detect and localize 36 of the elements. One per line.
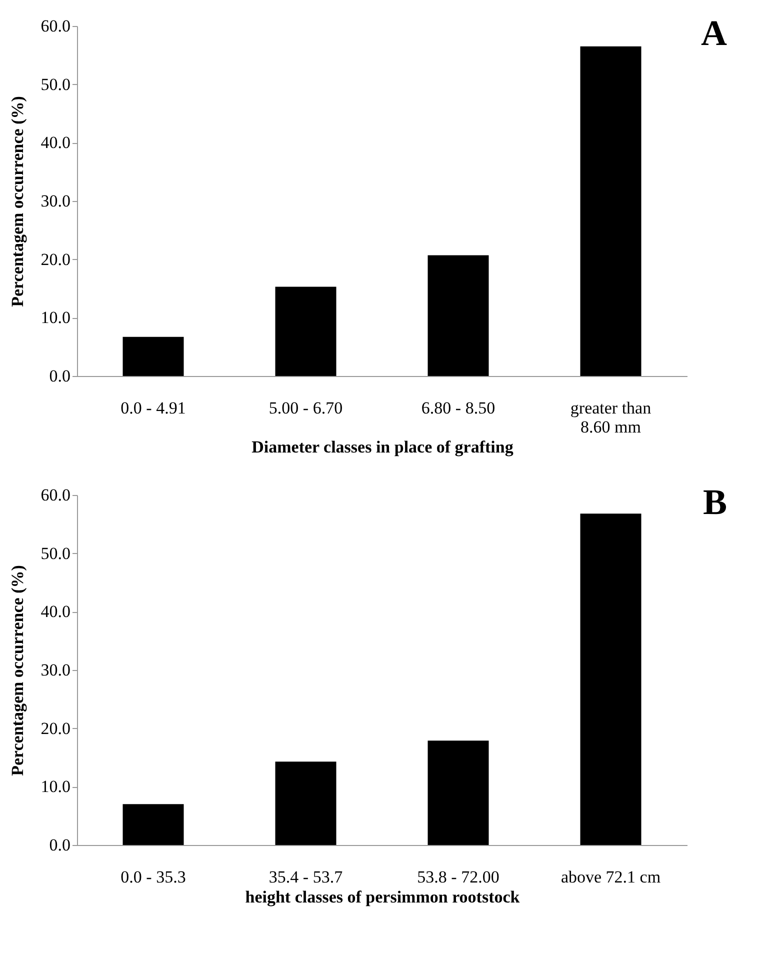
y-tick-label: 50.0 bbox=[40, 544, 70, 563]
y-tick-label: 30.0 bbox=[40, 192, 70, 210]
x-tick-label: 35.4 - 53.7 bbox=[268, 868, 344, 886]
y-tick-label: 0.0 bbox=[49, 836, 70, 854]
x-tick-label: 0.0 - 4.91 bbox=[120, 398, 186, 418]
y-tick-label: 0.0 bbox=[49, 366, 70, 386]
x-tick-label: above 72.1 cm bbox=[560, 868, 661, 886]
y-tick-label: 30.0 bbox=[40, 660, 70, 680]
y-axis-title: Percentagem occurrence (%) bbox=[8, 565, 27, 776]
y-tick-label: 40.0 bbox=[40, 133, 70, 152]
bar bbox=[428, 740, 489, 845]
bar bbox=[275, 286, 336, 376]
x-axis-title: Diameter classes in place of grafting bbox=[252, 438, 514, 456]
y-tick-label: 60.0 bbox=[40, 16, 70, 36]
y-tick-label: 10.0 bbox=[40, 777, 70, 796]
x-axis-title: height classes of persimmon rootstock bbox=[245, 888, 520, 906]
bar bbox=[580, 46, 642, 376]
bar bbox=[275, 762, 336, 845]
x-tick-label: greater than 8.60 mm bbox=[570, 398, 652, 436]
y-tick-label: 10.0 bbox=[40, 308, 70, 328]
y-tick-label: 20.0 bbox=[40, 250, 70, 269]
x-tick-label: 53.8 - 72.00 bbox=[417, 868, 500, 886]
y-tick-label: 20.0 bbox=[40, 718, 70, 738]
x-tick-label: 5.00 - 6.70 bbox=[268, 398, 343, 418]
chart-title: B bbox=[702, 482, 727, 522]
x-tick-label: 0.0 - 35.3 bbox=[120, 868, 186, 886]
y-tick-label: 40.0 bbox=[40, 602, 70, 622]
chart-title: A bbox=[701, 13, 727, 53]
y-tick-label: 50.0 bbox=[40, 74, 70, 94]
y-axis-title: Percentagem occurrence (%) bbox=[8, 96, 27, 307]
bar bbox=[122, 336, 184, 376]
y-tick-label: 60.0 bbox=[40, 486, 70, 504]
bar bbox=[428, 255, 489, 376]
x-tick-label: 6.80 - 8.50 bbox=[421, 398, 496, 418]
bar bbox=[122, 804, 184, 845]
bar bbox=[580, 514, 642, 845]
